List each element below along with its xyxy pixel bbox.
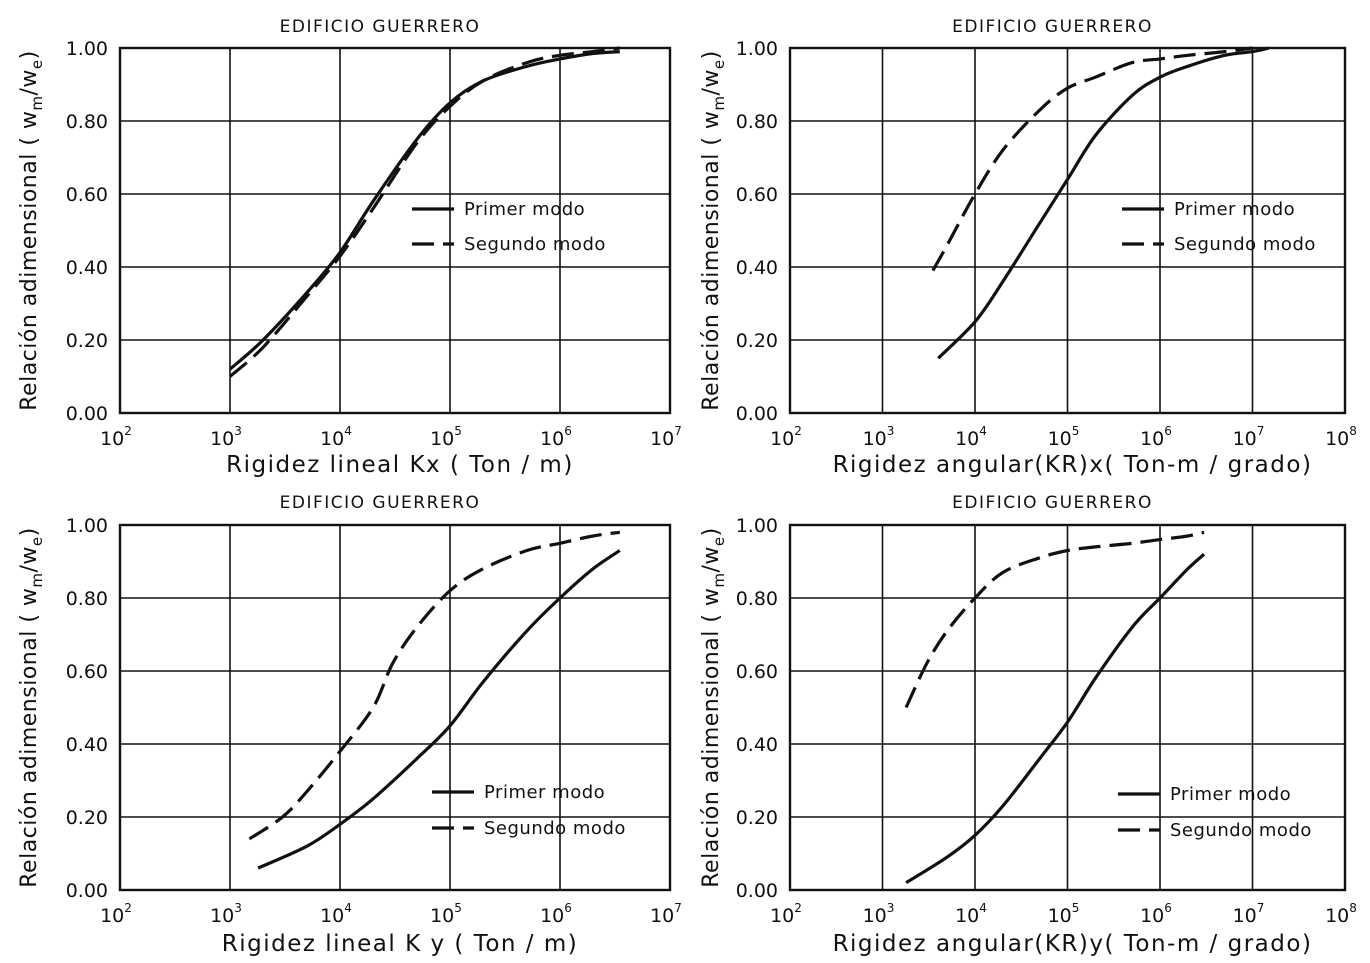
series-line-primer-modo [905, 552, 1206, 885]
plot-frame [788, 46, 1347, 415]
x-tick-label: 103 [210, 424, 242, 450]
x-tick-label: 102 [100, 424, 132, 450]
legend-label: Primer modo [1174, 199, 1295, 220]
x-tick-label: 105 [1048, 901, 1080, 927]
y-tick-label: 0.80 [736, 588, 778, 610]
x-tick-label: 105 [430, 424, 462, 450]
x-tick-label: 103 [863, 901, 895, 927]
x-tick-label: 107 [1233, 901, 1265, 927]
series-line-primer-modo [228, 50, 620, 371]
y-tick-label: 0.20 [66, 330, 108, 352]
y-tick-label: 1.00 [66, 515, 108, 537]
x-tick-label: 103 [210, 901, 242, 927]
x-tick-label: 108 [1325, 424, 1357, 450]
chart-panel-3: 102 103 104 105 106 107 0.00 0.20 0.40 0.60 0.80 1.… [17, 493, 682, 957]
legend-label: Segundo modo [1174, 234, 1316, 255]
series-line-segundo-modo [248, 530, 621, 841]
x-tick-label: 106 [1140, 901, 1172, 927]
y-tick-label: 0.40 [736, 734, 778, 756]
x-axis-label: Rigidez angular(KR)x( Ton-m / grado) [833, 452, 1313, 478]
series-line-segundo-modo [228, 46, 621, 378]
x-tick-label: 104 [320, 901, 352, 927]
chart-panel-1: 102 103 104 105 106 107 0.00 0.20 0.40 0.60 0.80 1.… [17, 17, 682, 478]
x-tick-label: 102 [770, 901, 802, 927]
x-tick-label: 102 [770, 424, 802, 450]
chart-title: EDIFICIO GUERRERO [952, 17, 1153, 37]
y-tick-label: 0.80 [66, 588, 108, 610]
x-tick-label: 108 [1325, 901, 1357, 927]
y-axis-label: Relación adimensional ( wm/we) [17, 50, 46, 411]
series-line-segundo-modo [904, 530, 1205, 709]
x-tick-label: 106 [540, 901, 572, 927]
y-tick-label: 0.60 [736, 661, 778, 683]
x-tick-label: 107 [1233, 424, 1265, 450]
x-tick-label: 107 [650, 424, 682, 450]
y-tick-label: 0.20 [736, 807, 778, 829]
legend-label: Primer modo [484, 782, 605, 803]
legend-label: Segundo modo [464, 234, 606, 255]
x-tick-label: 104 [955, 901, 987, 927]
y-tick-label: 0.00 [66, 403, 108, 425]
x-tick-label: 106 [540, 424, 572, 450]
y-axis-label: Relación adimensional ( wm/we) [17, 527, 46, 888]
legend-label: Segundo modo [1170, 820, 1312, 841]
chart-panel-2: 102 103 104 105 106 107 108 0.00 0.20 0.40 0.60 0.8… [699, 17, 1357, 478]
chart-panel-4: 102 103 104 105 106 107 108 0.00 0.20 0.40 0.60 0.8… [699, 493, 1357, 957]
y-tick-label: 0.60 [736, 184, 778, 206]
x-axis-label: Rigidez angular(KR)y( Ton-m / grado) [833, 931, 1313, 957]
x-tick-label: 105 [430, 901, 462, 927]
chart-title: EDIFICIO GUERRERO [280, 17, 481, 37]
x-tick-label: 104 [320, 424, 352, 450]
series-line-primer-modo [937, 46, 1270, 360]
x-tick-label: 102 [100, 901, 132, 927]
legend-label: Primer modo [464, 199, 585, 220]
chart-title: EDIFICIO GUERRERO [952, 493, 1153, 513]
y-tick-label: 0.60 [66, 184, 108, 206]
series-line-primer-modo [257, 549, 621, 870]
y-axis-label: Relación adimensional ( wm/we) [699, 527, 728, 888]
y-tick-label: 0.40 [736, 257, 778, 279]
plot-frame [118, 523, 672, 892]
y-tick-label: 0.20 [66, 807, 108, 829]
y-axis-label: Relación adimensional ( wm/we) [699, 50, 728, 411]
y-tick-label: 0.40 [66, 734, 108, 756]
plot-frame [788, 523, 1347, 892]
y-tick-label: 0.80 [66, 111, 108, 133]
y-tick-label: 0.20 [736, 330, 778, 352]
y-tick-label: 1.00 [736, 515, 778, 537]
x-tick-label: 103 [863, 424, 895, 450]
x-axis-label: Rigidez lineal Kx ( Ton / m) [226, 452, 574, 478]
y-tick-label: 0.00 [66, 880, 108, 902]
legend-label: Segundo modo [484, 818, 626, 839]
y-tick-label: 0.40 [66, 257, 108, 279]
y-tick-label: 0.00 [736, 403, 778, 425]
y-tick-label: 0.00 [736, 880, 778, 902]
y-tick-label: 1.00 [736, 38, 778, 60]
x-tick-label: 106 [1140, 424, 1172, 450]
chart-title: EDIFICIO GUERRERO [280, 493, 481, 513]
x-tick-label: 107 [650, 901, 682, 927]
y-tick-label: 0.80 [736, 111, 778, 133]
x-axis-label: Rigidez lineal K y ( Ton / m) [222, 931, 578, 957]
y-tick-label: 1.00 [66, 38, 108, 60]
x-tick-label: 105 [1048, 424, 1080, 450]
plot-frame [118, 46, 672, 415]
series-line-segundo-modo [931, 46, 1253, 272]
legend-label: Primer modo [1170, 784, 1291, 805]
y-tick-label: 0.60 [66, 661, 108, 683]
x-tick-label: 104 [955, 424, 987, 450]
